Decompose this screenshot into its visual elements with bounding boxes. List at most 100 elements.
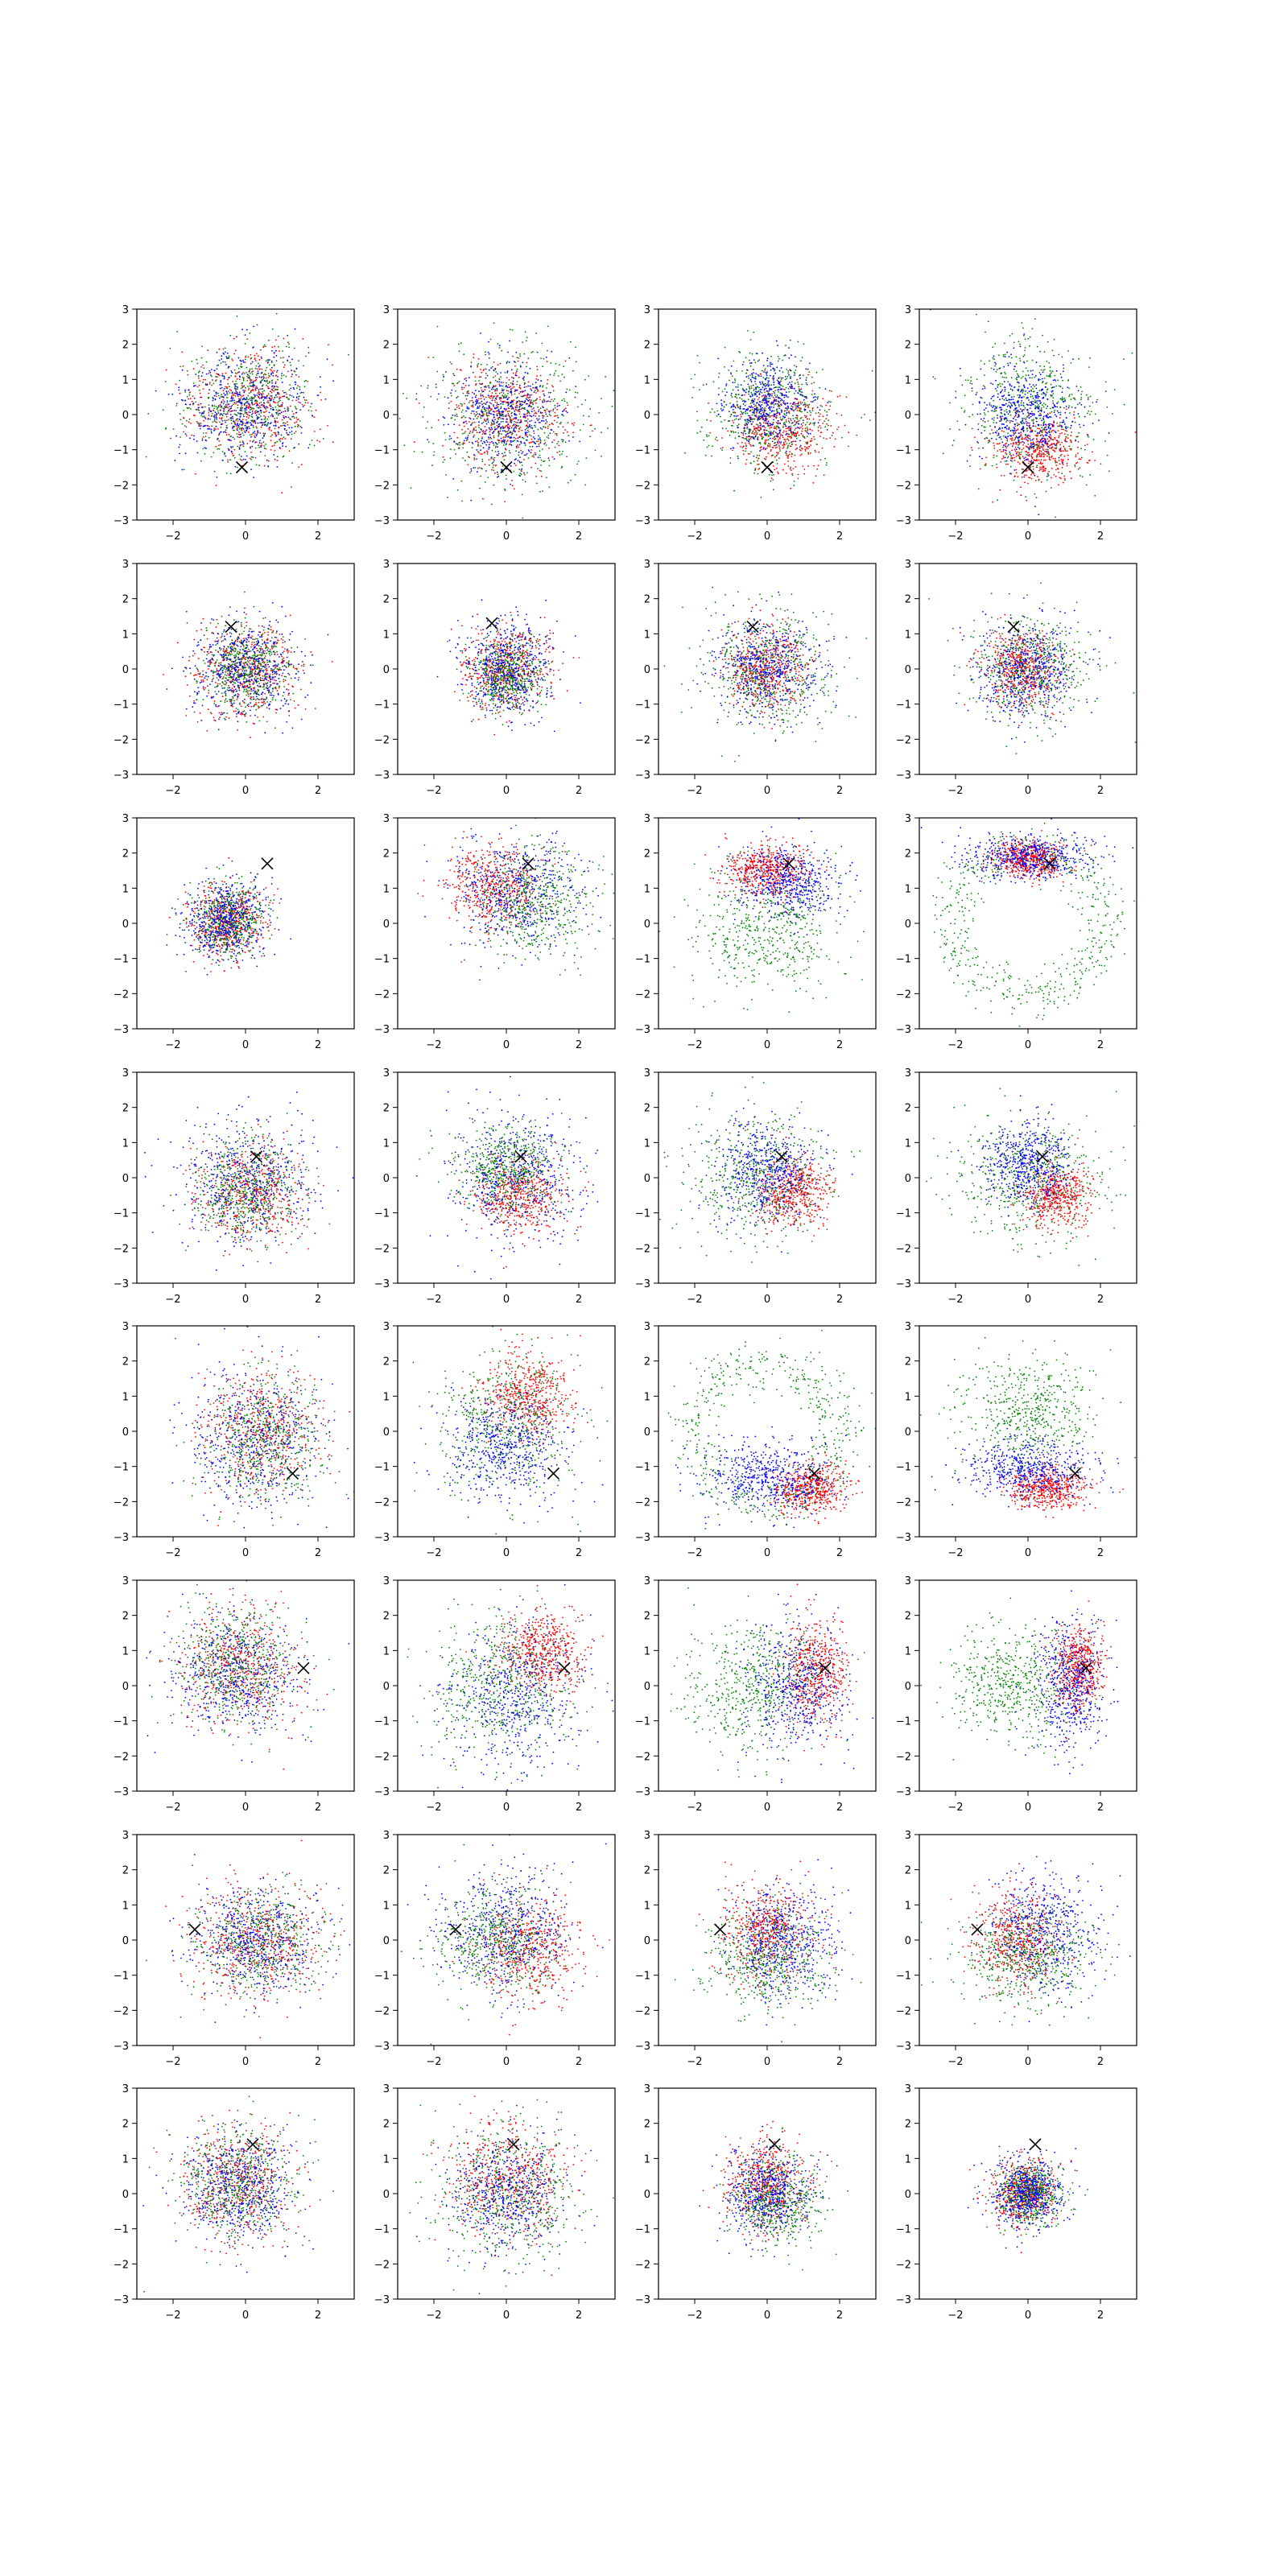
data-point xyxy=(493,484,495,486)
data-point xyxy=(1038,455,1041,457)
data-point xyxy=(220,413,222,415)
data-point xyxy=(469,441,470,444)
data-point xyxy=(566,388,568,390)
data-point xyxy=(240,402,242,404)
data-point xyxy=(492,411,494,412)
data-point xyxy=(255,426,258,428)
data-point xyxy=(234,375,237,377)
data-point xyxy=(804,427,807,430)
data-point xyxy=(788,357,791,359)
data-point xyxy=(1052,457,1055,460)
y-tick-label: −3 xyxy=(635,515,650,527)
data-point xyxy=(518,411,521,412)
data-point xyxy=(716,415,718,417)
data-point xyxy=(1054,438,1056,440)
data-point xyxy=(815,412,817,415)
data-point xyxy=(760,375,762,378)
data-point xyxy=(538,435,539,437)
data-point xyxy=(790,387,792,390)
data-point xyxy=(298,401,299,403)
y-tick-label: −1 xyxy=(374,445,390,457)
data-point xyxy=(777,443,779,444)
data-point xyxy=(579,429,581,431)
data-point xyxy=(788,442,791,444)
data-point xyxy=(797,477,799,480)
data-point xyxy=(752,431,753,433)
data-point xyxy=(453,423,455,426)
data-point xyxy=(260,426,262,428)
data-point xyxy=(720,421,722,423)
data-point xyxy=(543,401,545,403)
data-point xyxy=(732,408,734,411)
data-point xyxy=(246,429,248,431)
data-point xyxy=(804,448,807,451)
data-point xyxy=(527,397,530,399)
data-point xyxy=(212,399,214,402)
data-point xyxy=(539,450,541,452)
data-point xyxy=(289,405,291,407)
data-point xyxy=(484,441,486,444)
data-point xyxy=(270,361,273,363)
data-point xyxy=(476,400,478,402)
data-point xyxy=(510,369,513,371)
data-point xyxy=(761,395,763,397)
data-point xyxy=(790,436,792,438)
data-point xyxy=(299,386,301,388)
data-point xyxy=(256,373,258,374)
data-point xyxy=(237,436,239,438)
data-point xyxy=(526,398,528,401)
data-point xyxy=(766,456,767,458)
data-point xyxy=(202,412,204,415)
data-point xyxy=(287,397,288,398)
data-point xyxy=(198,423,200,426)
data-point xyxy=(240,365,242,368)
data-point xyxy=(531,455,534,457)
data-point xyxy=(732,449,733,452)
data-point xyxy=(515,434,518,436)
data-point xyxy=(755,435,757,436)
data-point xyxy=(766,429,768,431)
data-point xyxy=(277,402,279,404)
data-point xyxy=(824,426,827,428)
data-point xyxy=(504,396,506,398)
scatter-points xyxy=(398,322,615,519)
data-point xyxy=(750,381,753,382)
data-point xyxy=(266,366,268,369)
data-point xyxy=(498,416,501,419)
data-point xyxy=(452,382,454,385)
data-point xyxy=(472,406,474,408)
data-point xyxy=(565,391,568,394)
data-point xyxy=(522,451,524,453)
data-point xyxy=(535,476,537,477)
data-point xyxy=(474,415,477,417)
data-point xyxy=(735,418,737,420)
data-point xyxy=(460,480,463,482)
data-point xyxy=(213,405,216,407)
data-point xyxy=(254,379,257,382)
data-point xyxy=(486,441,489,443)
data-point xyxy=(263,445,265,447)
data-point xyxy=(533,407,535,409)
data-point xyxy=(488,412,490,414)
data-point xyxy=(462,392,464,394)
data-point xyxy=(728,411,730,412)
data-point xyxy=(486,451,489,453)
data-point xyxy=(319,440,320,443)
data-point xyxy=(332,441,334,444)
data-point xyxy=(249,398,251,399)
data-point xyxy=(502,415,505,417)
data-point xyxy=(733,419,736,421)
data-point xyxy=(223,411,225,413)
data-point xyxy=(186,395,188,398)
data-point xyxy=(273,387,275,390)
data-point xyxy=(195,409,197,411)
data-point xyxy=(290,387,292,390)
data-point xyxy=(284,410,287,412)
data-point xyxy=(500,427,502,428)
data-point xyxy=(1059,477,1061,479)
data-point xyxy=(535,443,537,444)
data-point xyxy=(251,398,254,400)
data-point xyxy=(496,476,498,478)
data-point xyxy=(789,427,791,429)
data-point xyxy=(791,456,793,457)
